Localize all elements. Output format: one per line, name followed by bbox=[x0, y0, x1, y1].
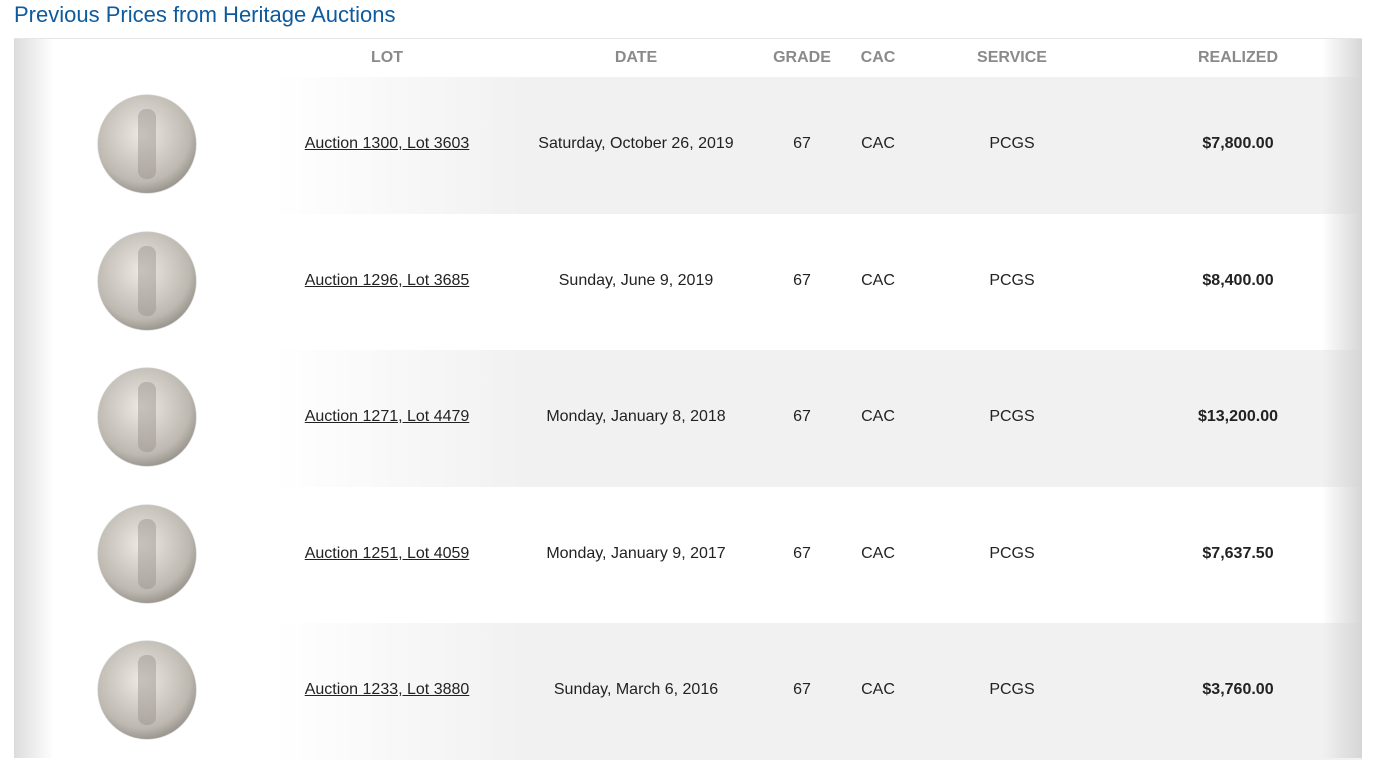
realized-price: $7,800.00 bbox=[1202, 135, 1274, 152]
table-row: Auction 1233, Lot 3880 Sunday, March 6, … bbox=[14, 623, 1362, 760]
grade: 67 bbox=[793, 408, 811, 425]
sale-date: Monday, January 8, 2018 bbox=[546, 408, 726, 425]
coin-image[interactable] bbox=[98, 641, 196, 739]
coin-image[interactable] bbox=[98, 368, 196, 466]
section-title: Previous Prices from Heritage Auctions bbox=[14, 2, 396, 27]
sale-date: Monday, January 9, 2017 bbox=[546, 544, 726, 562]
cac: CAC bbox=[861, 544, 895, 562]
lot-link[interactable]: Auction 1296, Lot 3685 bbox=[304, 271, 470, 289]
service: PCGS bbox=[989, 544, 1035, 562]
lot-link[interactable]: Auction 1251, Lot 4059 bbox=[304, 544, 470, 562]
realized-price: $13,200.00 bbox=[1197, 408, 1279, 425]
table-header: LOT DATE GRADE CAC SERVICE REALIZED bbox=[14, 39, 1362, 77]
header-lot: LOT bbox=[371, 49, 403, 66]
header-cac: CAC bbox=[860, 49, 896, 66]
realized-price: $7,637.50 bbox=[1202, 544, 1274, 562]
cac: CAC bbox=[861, 681, 895, 698]
row-background bbox=[272, 350, 1362, 487]
cac: CAC bbox=[861, 135, 895, 152]
coin-image[interactable] bbox=[98, 95, 196, 193]
row-background bbox=[272, 623, 1362, 760]
auction-prices-table: LOT DATE GRADE CAC SERVICE REALIZED Auct… bbox=[14, 38, 1362, 760]
coin-image[interactable] bbox=[98, 504, 196, 603]
grade: 67 bbox=[793, 271, 811, 289]
header-date: DATE bbox=[614, 49, 658, 66]
service: PCGS bbox=[989, 681, 1035, 698]
sale-date: Sunday, June 9, 2019 bbox=[558, 271, 714, 289]
table-row: Auction 1296, Lot 3685 Sunday, June 9, 2… bbox=[14, 214, 1362, 351]
grade: 67 bbox=[793, 681, 811, 698]
lot-link[interactable]: Auction 1300, Lot 3603 bbox=[304, 135, 470, 152]
coin-image[interactable] bbox=[98, 231, 196, 330]
service: PCGS bbox=[989, 135, 1035, 152]
realized-price: $8,400.00 bbox=[1202, 271, 1274, 289]
cac: CAC bbox=[861, 408, 895, 425]
lot-link[interactable]: Auction 1271, Lot 4479 bbox=[304, 408, 470, 425]
sale-date: Saturday, October 26, 2019 bbox=[538, 135, 734, 152]
header-grade: GRADE bbox=[773, 49, 831, 66]
service: PCGS bbox=[989, 408, 1035, 425]
header-realized: REALIZED bbox=[1198, 49, 1278, 66]
table-row: Auction 1251, Lot 4059 Monday, January 9… bbox=[14, 487, 1362, 624]
header-service: SERVICE bbox=[977, 49, 1047, 66]
service: PCGS bbox=[989, 271, 1035, 289]
row-background bbox=[272, 77, 1362, 214]
table-row: Auction 1271, Lot 4479 Monday, January 8… bbox=[14, 350, 1362, 487]
realized-price: $3,760.00 bbox=[1202, 681, 1274, 698]
grade: 67 bbox=[793, 135, 811, 152]
cac: CAC bbox=[861, 271, 895, 289]
sale-date: Sunday, March 6, 2016 bbox=[553, 681, 719, 698]
grade: 67 bbox=[793, 544, 811, 562]
table-row: Auction 1300, Lot 3603 Saturday, October… bbox=[14, 77, 1362, 214]
lot-link[interactable]: Auction 1233, Lot 3880 bbox=[304, 681, 470, 698]
